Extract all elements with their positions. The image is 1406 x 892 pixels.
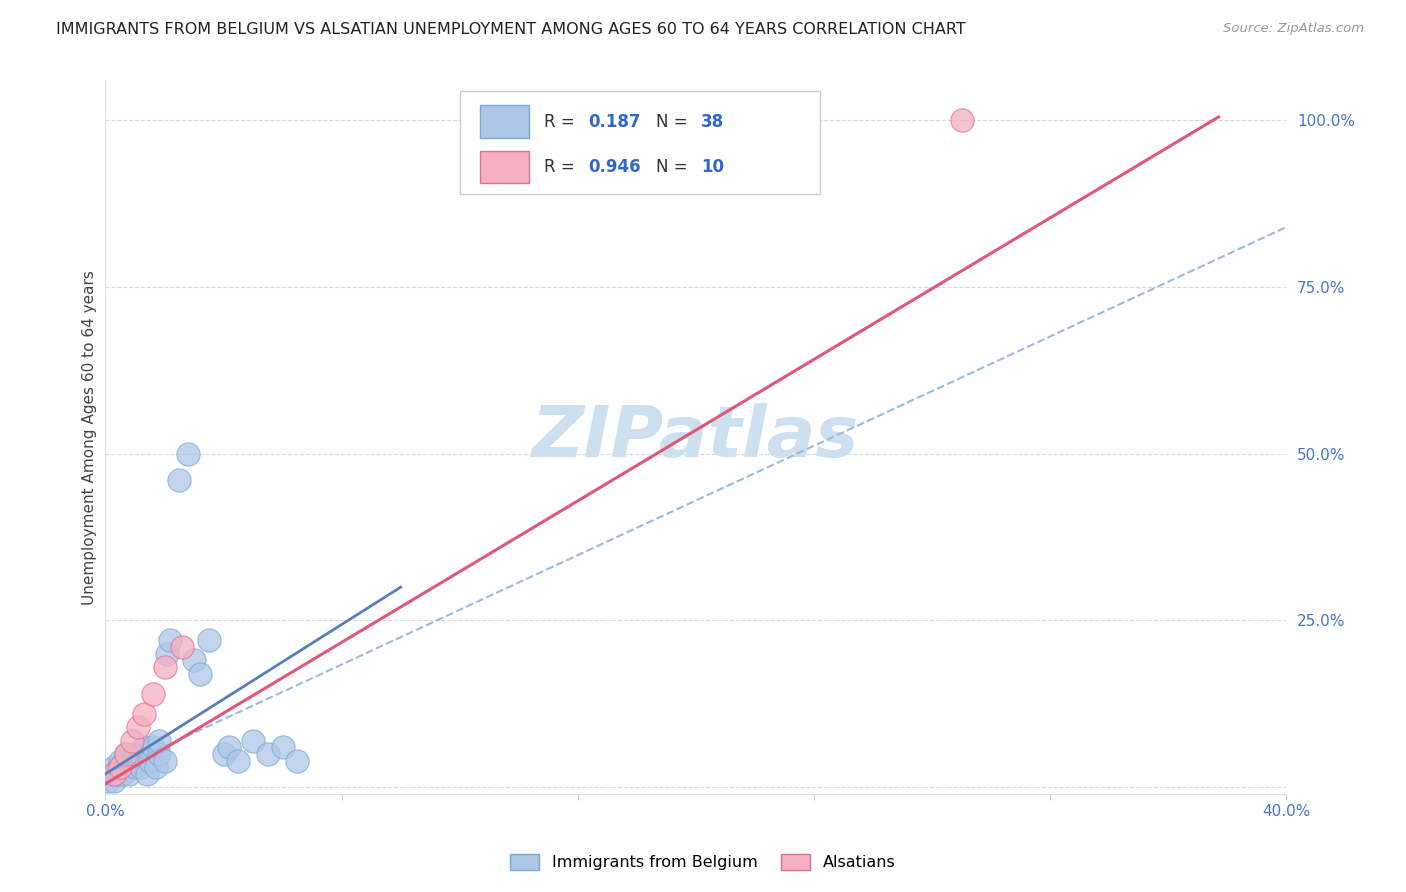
Point [172,640,194,655]
Point [169,474,191,488]
Point [115,760,138,774]
Text: R =: R = [544,112,579,130]
Point [159,633,181,648]
Point [153,754,176,768]
Text: 10: 10 [700,158,724,176]
Text: Source: ZipAtlas.com: Source: ZipAtlas.com [1223,22,1364,36]
Point [121,754,143,768]
Text: 38: 38 [700,112,724,130]
Legend: Immigrants from Belgium, Alsatians: Immigrants from Belgium, Alsatians [503,848,903,877]
Point [105,767,128,781]
Point [156,647,179,661]
Point [118,767,141,781]
Point [218,740,240,755]
Text: R =: R = [544,158,579,176]
Point [138,754,162,768]
FancyBboxPatch shape [460,91,820,194]
Point [197,633,219,648]
Point [212,747,235,761]
Point [97,773,120,788]
Point [103,760,125,774]
FancyBboxPatch shape [479,105,530,137]
Point [177,447,200,461]
FancyBboxPatch shape [479,151,530,183]
Point [127,720,149,734]
Point [145,760,167,774]
Point [103,773,125,788]
Point [132,740,155,755]
Text: 0.187: 0.187 [589,112,641,130]
Point [287,754,309,768]
Point [153,660,176,674]
Text: IMMIGRANTS FROM BELGIUM VS ALSATIAN UNEMPLOYMENT AMONG AGES 60 TO 64 YEARS CORRE: IMMIGRANTS FROM BELGIUM VS ALSATIAN UNEM… [56,22,966,37]
Text: N =: N = [655,158,693,176]
Point [110,760,132,774]
Point [124,760,146,774]
Point [100,767,122,781]
Point [129,760,152,774]
Point [112,767,135,781]
Point [142,687,165,701]
Point [127,754,149,768]
Text: 0.946: 0.946 [589,158,641,176]
Point [115,747,138,761]
Point [115,747,138,761]
Point [256,747,278,761]
Point [148,747,170,761]
Point [226,754,250,768]
Point [142,740,165,755]
Point [950,113,973,128]
Point [188,666,211,681]
Text: ZIPatlas: ZIPatlas [533,402,859,472]
Point [132,706,155,721]
Point [121,733,143,747]
Point [148,733,170,747]
Y-axis label: Unemployment Among Ages 60 to 64 years: Unemployment Among Ages 60 to 64 years [82,269,97,605]
Point [271,740,294,755]
Point [135,767,157,781]
Point [103,767,125,781]
Point [110,754,132,768]
Point [183,653,205,667]
Point [110,760,132,774]
Point [124,747,146,761]
Point [242,733,264,747]
Text: N =: N = [655,112,693,130]
